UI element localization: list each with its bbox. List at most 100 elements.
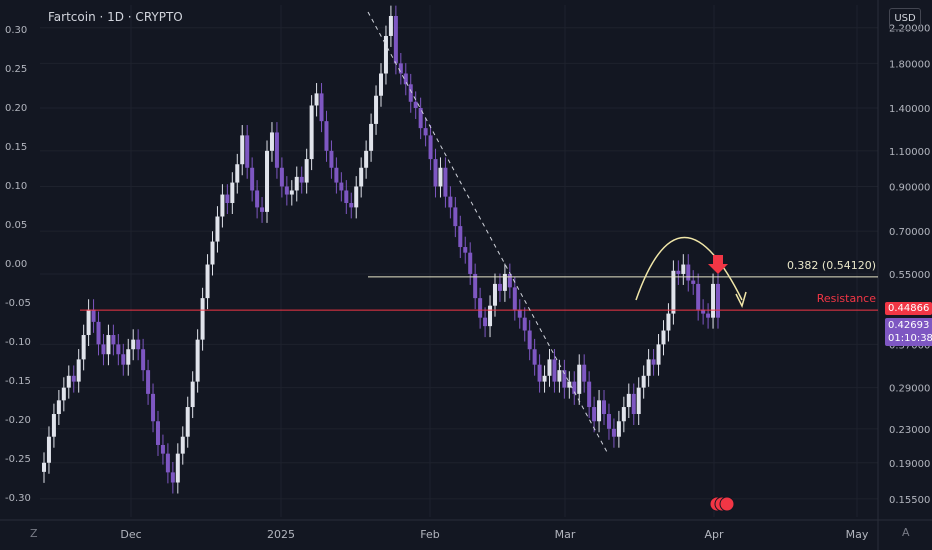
candle-body: [592, 407, 597, 422]
candle-body: [180, 436, 185, 454]
currency-button[interactable]: USD: [889, 8, 921, 30]
candle-body: [76, 359, 81, 382]
candle-body: [686, 264, 691, 281]
event-flag-icon: [719, 496, 735, 512]
candle-body: [309, 105, 314, 160]
candle-body: [160, 444, 165, 454]
candle-body: [66, 375, 71, 388]
candle-body: [582, 364, 587, 382]
candle-body: [170, 472, 175, 483]
candle-body: [369, 123, 374, 151]
right-tick-label: 0.15500: [889, 495, 930, 506]
candle-body: [671, 270, 676, 314]
candle-body: [488, 305, 493, 327]
candle-body: [269, 132, 274, 151]
candle-body: [572, 381, 577, 394]
candle-body: [483, 317, 488, 327]
candle-body: [42, 462, 46, 472]
candle-body: [552, 359, 557, 382]
candle-body: [274, 132, 279, 168]
candle-body: [210, 241, 215, 265]
candle-body: [473, 273, 478, 299]
candle-body: [185, 407, 190, 437]
candle-body: [131, 339, 136, 350]
candle-body: [146, 370, 151, 394]
candle-body: [205, 264, 210, 299]
left-tick-label: -0.10: [5, 337, 31, 348]
candle-body: [423, 128, 428, 136]
right-tick-label: 0.70000: [889, 227, 930, 238]
candle-body: [716, 283, 720, 318]
candle-body: [438, 167, 443, 187]
candle-body: [339, 182, 344, 191]
chart-title: Fartcoin · 1D · CRYPTO: [48, 10, 183, 24]
candle-body: [344, 190, 349, 204]
candle-body: [611, 428, 616, 437]
candle-body: [245, 135, 250, 168]
candle-body: [428, 135, 433, 160]
trendline-dashed: [367, 11, 608, 453]
candle-body: [56, 400, 61, 415]
curved-arrow-path: [635, 237, 743, 301]
candle-body: [651, 359, 656, 365]
x-tick-label: 2025: [267, 528, 295, 541]
candle-body: [403, 73, 408, 85]
left-tick-label: 0.15: [5, 142, 27, 153]
left-tick-label: -0.05: [5, 298, 31, 309]
right-tick-label: 1.80000: [889, 59, 930, 70]
resistance-label: Resistance: [817, 292, 877, 305]
x-tick-label: Mar: [555, 528, 576, 541]
candle-body: [165, 453, 170, 473]
candle-body: [522, 317, 527, 331]
left-tick-label: 0.25: [5, 64, 27, 75]
candle-body: [195, 339, 200, 382]
candle-body: [517, 309, 522, 318]
candle-body: [606, 414, 611, 429]
candle-body: [284, 186, 289, 195]
right-tick-label: 0.90000: [889, 182, 930, 193]
candle-body: [329, 150, 334, 168]
candle-body: [532, 349, 537, 365]
candle-body: [656, 344, 661, 365]
candle-body: [51, 414, 56, 437]
candle-body: [413, 101, 418, 108]
candle-body: [61, 387, 66, 401]
candle-body: [379, 73, 383, 96]
right-tick-label: 1.10000: [889, 147, 930, 158]
auto-scale-button[interactable]: A: [902, 526, 910, 539]
candle-body: [577, 364, 582, 394]
candle-body: [631, 393, 636, 415]
candle-body: [641, 375, 646, 388]
candle-body: [364, 150, 369, 168]
candle-body: [294, 176, 299, 191]
candle-body: [537, 364, 542, 382]
candle-body: [359, 167, 364, 187]
candle-body: [388, 15, 393, 36]
candle-body: [562, 370, 567, 388]
candle-body: [547, 359, 552, 376]
candle-body: [71, 375, 76, 382]
candle-body: [701, 309, 706, 314]
candle-body: [711, 283, 716, 318]
down-arrow-icon: [708, 255, 728, 274]
candle-body: [101, 344, 106, 355]
candle-body: [492, 283, 497, 306]
candle-body: [250, 167, 255, 191]
candle-body: [626, 393, 631, 408]
timezone-button[interactable]: Z: [30, 527, 38, 540]
candle-body: [111, 335, 116, 345]
candle-body: [433, 159, 438, 187]
candle-body: [81, 335, 86, 360]
candle-body: [220, 194, 225, 217]
candle-body: [443, 167, 448, 197]
candle-body: [567, 381, 572, 388]
x-tick-label: Apr: [704, 528, 724, 541]
left-tick-label: 0.05: [5, 220, 27, 231]
candle-body: [691, 280, 696, 284]
candle-body: [86, 309, 91, 336]
candle-body: [279, 167, 284, 187]
candle-body: [230, 182, 235, 204]
bar-countdown: 01:10:38: [888, 333, 932, 344]
left-tick-label: 0.00: [5, 259, 27, 270]
